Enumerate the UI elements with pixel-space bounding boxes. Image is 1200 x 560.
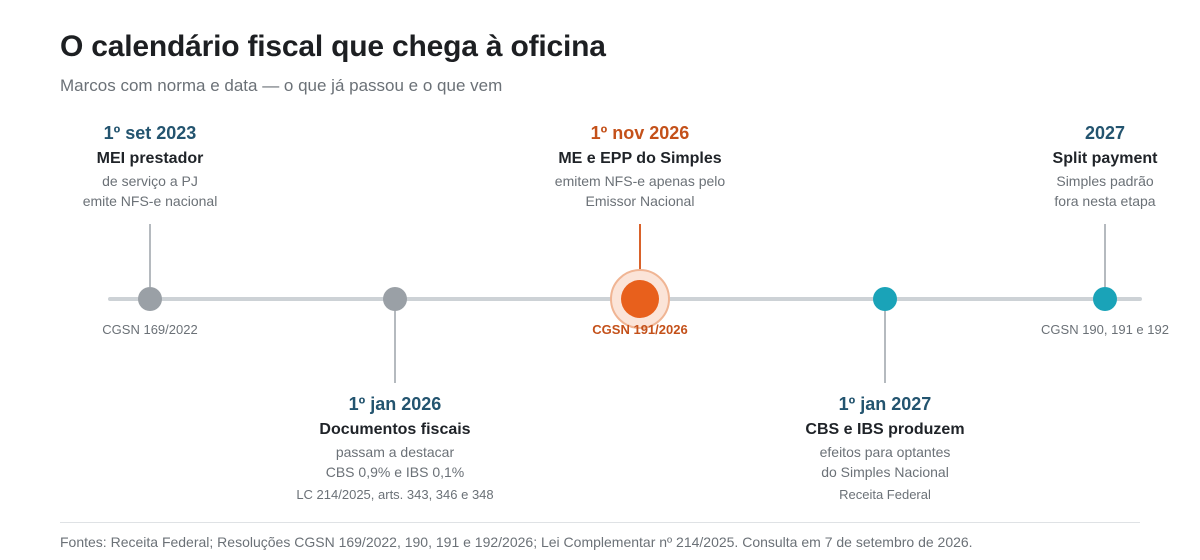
- page-subtitle: Marcos com norma e data — o que já passo…: [60, 76, 503, 95]
- milestone-5-norm: CGSN 190, 191 e 192: [1041, 322, 1169, 337]
- milestone-3-marker: [621, 280, 659, 318]
- milestone-headline: CBS e IBS produzem: [805, 421, 965, 438]
- footer-divider: [60, 522, 1140, 523]
- milestone-description: passam a destacar CBS 0,9% e IBS 0,1%: [325, 444, 465, 480]
- milestone-1-label: 1º set 2023 MEI prestador de serviço a P…: [0, 122, 300, 211]
- milestone-4-marker: [873, 287, 897, 311]
- milestone-headline: Documentos fiscais: [319, 421, 471, 438]
- milestone-1-norm: CGSN 169/2022: [102, 322, 198, 337]
- milestone-3-label: 1º nov 2026 ME e EPP do Simples emitem N…: [490, 122, 790, 211]
- milestone-3-norm: CGSN 191/2026: [592, 322, 688, 337]
- milestone-description: de serviço a PJ emite NFS-e nacional: [82, 173, 218, 209]
- milestone-4-norm: Receita Federal: [839, 487, 931, 502]
- milestone-date: 1º set 2023: [103, 123, 197, 143]
- milestone-date: 2027: [1084, 123, 1126, 143]
- milestone-date: 1º jan 2026: [348, 394, 442, 414]
- milestone-2-marker: [383, 287, 407, 311]
- milestone-date: 1º nov 2026: [590, 123, 690, 143]
- milestone-headline: Split payment: [1052, 150, 1158, 167]
- milestone-2-label: 1º jan 2026 Documentos fiscais passam a …: [245, 393, 545, 504]
- milestone-headline: ME e EPP do Simples: [558, 150, 722, 167]
- milestone-date: 1º jan 2027: [838, 394, 932, 414]
- milestone-description: emitem NFS-e apenas pelo Emissor Naciona…: [554, 173, 726, 209]
- milestone-description: Simples padrão fora nesta etapa: [1054, 173, 1156, 209]
- page-title: O calendário fiscal que chega à oficina: [60, 30, 606, 63]
- milestone-4-label: 1º jan 2027 CBS e IBS produzem efeitos p…: [735, 393, 1035, 504]
- milestone-1-marker: [138, 287, 162, 311]
- milestone-headline: MEI prestador: [96, 150, 204, 167]
- milestone-description: efeitos para optantes do Simples Naciona…: [819, 444, 951, 480]
- milestone-5-marker: [1093, 287, 1117, 311]
- milestone-2-norm: LC 214/2025, arts. 343, 346 e 348: [296, 487, 494, 502]
- sources-note: Fontes: Receita Federal; Resoluções CGSN…: [60, 534, 973, 550]
- milestone-5-label: 2027 Split payment Simples padrão fora n…: [1015, 122, 1195, 211]
